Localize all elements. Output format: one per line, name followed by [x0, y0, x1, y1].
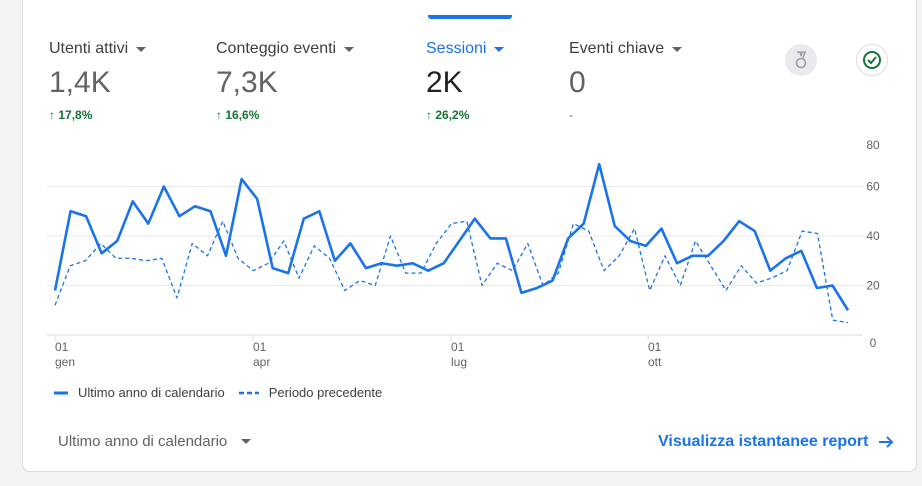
x-tick-month: gen: [55, 355, 75, 369]
date-range-label: Ultimo anno di calendario: [58, 433, 228, 450]
x-tick-month: ott: [648, 355, 662, 369]
active-tab-indicator: [428, 15, 512, 19]
metric-label[interactable]: Utenti attivi: [49, 40, 147, 58]
metric-tab[interactable]: Conteggio eventi 7,3K ↑ 16,6%: [216, 40, 355, 122]
x-tick-day: 01: [648, 340, 662, 354]
check-circle-icon[interactable]: [856, 44, 888, 76]
x-tick-day: 01: [253, 340, 267, 354]
metric-value: 2K: [426, 66, 463, 99]
x-tick-day: 01: [451, 340, 465, 354]
metric-value: 1,4K: [49, 66, 111, 99]
metric-delta-value: 16,6%: [225, 108, 260, 122]
legend-solid-swatch: [54, 391, 68, 394]
metric-delta: ↑ 16,6%: [216, 108, 354, 122]
chart-legend: Ultimo anno di calendario Periodo preced…: [54, 385, 382, 400]
legend-dashed-swatch: [238, 391, 259, 394]
legend-current: Ultimo anno di calendario: [78, 385, 225, 400]
metric-label[interactable]: Sessioni: [426, 40, 505, 58]
arrow-up-icon: ↑: [426, 108, 436, 122]
metric-delta-value: 17,8%: [58, 108, 93, 122]
metric-label[interactable]: Conteggio eventi: [216, 40, 355, 58]
metric-name: Conteggio eventi: [216, 40, 337, 57]
legend-previous: Periodo precedente: [268, 385, 383, 400]
chevron-down-icon: [241, 439, 252, 444]
previous-period-line: [54, 220, 849, 324]
y-tick-label: 20: [866, 279, 880, 293]
metric-delta-value: 26,2%: [435, 108, 470, 122]
chevron-down-icon: [136, 46, 147, 52]
x-tick-month: apr: [253, 355, 270, 369]
metric-tab[interactable]: Utenti attivi 1,4K ↑ 17,8%: [49, 40, 147, 122]
view-snapshot-link[interactable]: Visualizza istantanee report: [658, 433, 894, 451]
metric-tab[interactable]: Sessioni 2K ↑ 26,2%: [426, 40, 505, 122]
metric-delta: ↑ 26,2%: [426, 108, 504, 122]
arrow-up-icon: ↑: [49, 108, 59, 122]
y-tick-label: 40: [866, 229, 880, 243]
arrow-right-icon: [879, 436, 894, 448]
metric-delta-value: -: [569, 108, 573, 122]
metric-name: Sessioni: [426, 40, 487, 57]
metric-label[interactable]: Eventi chiave: [569, 40, 683, 58]
chevron-down-icon: [494, 46, 505, 52]
metric-delta: -: [569, 108, 682, 122]
y-tick-label: 60: [866, 180, 880, 194]
metric-name: Eventi chiave: [569, 40, 665, 57]
x-tick-month: lug: [451, 355, 467, 369]
chevron-down-icon: [672, 46, 683, 52]
view-snapshot-label: Visualizza istantanee report: [658, 433, 869, 450]
arrow-up-icon: ↑: [216, 108, 226, 122]
medal-icon[interactable]: [785, 44, 817, 76]
chevron-down-icon: [344, 46, 355, 52]
metric-value: 7,3K: [216, 66, 278, 99]
y-tick-label: 80: [866, 138, 880, 152]
date-range-dropdown[interactable]: Ultimo anno di calendario: [58, 433, 252, 450]
x-tick-day: 01: [55, 340, 69, 354]
metric-value: 0: [569, 66, 586, 99]
metric-tab[interactable]: Eventi chiave 0 -: [569, 40, 683, 122]
y-tick-label: 0: [870, 336, 877, 350]
metric-delta: ↑ 17,8%: [49, 108, 146, 122]
current-period-line: [53, 162, 850, 311]
metric-name: Utenti attivi: [49, 40, 129, 57]
